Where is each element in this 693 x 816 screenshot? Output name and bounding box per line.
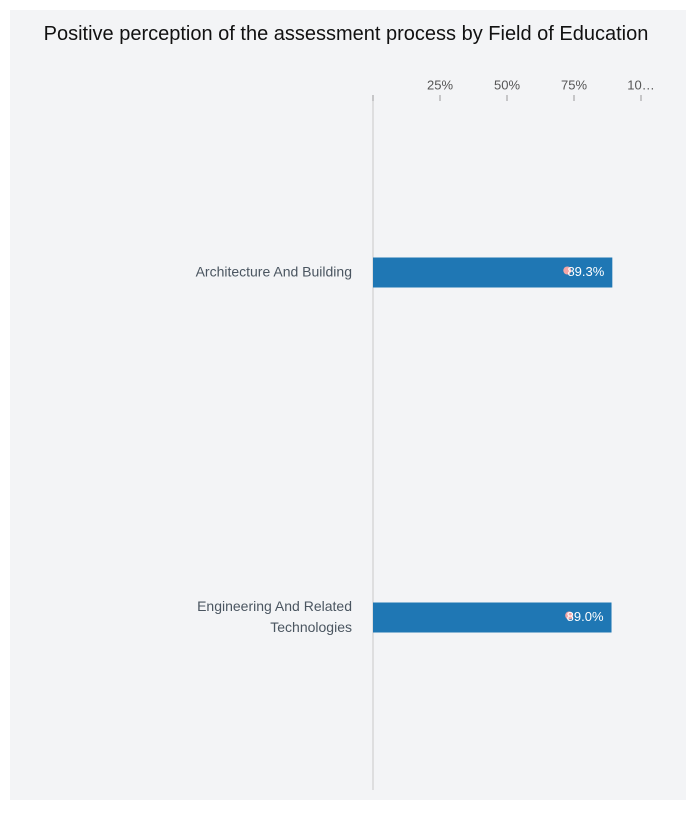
x-tick-label: 10… <box>627 77 654 92</box>
marker <box>563 266 572 275</box>
x-tick-label: 50% <box>494 77 520 92</box>
chart-title: Positive perception of the assessment pr… <box>44 23 649 45</box>
value-label: 89.3% <box>567 264 604 279</box>
x-tick-label: 25% <box>427 77 453 92</box>
bar <box>373 257 613 288</box>
marker <box>565 611 574 620</box>
y-tick-label: Architecture And Building <box>196 263 352 279</box>
value-label: 89.0% <box>567 609 604 624</box>
y-tick-label: Engineering And Related Technologies <box>197 598 352 635</box>
panel <box>10 10 686 800</box>
x-tick-label: 75% <box>561 77 587 92</box>
